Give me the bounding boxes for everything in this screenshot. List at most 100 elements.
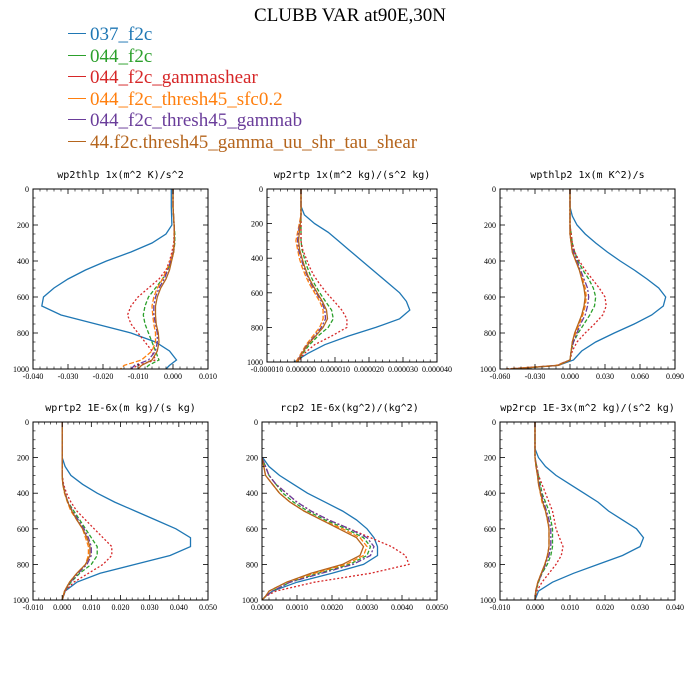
y-tick-label: 400	[251, 254, 263, 263]
chart-panel: wp2thlp 1x(m^2 K)/s^2 -0.040 -0.030 -0.020 -…	[13, 170, 217, 381]
y-tick-label: 800	[17, 560, 29, 569]
series-group	[534, 422, 645, 600]
chart-panel: rcp2 1E-6x(kg^2)/(kg^2) 0.0000 0.0010 0.002…	[242, 403, 448, 612]
x-tick-label: 0.000040	[422, 365, 452, 374]
series-line	[295, 189, 324, 362]
x-tick-label: 0.0010	[286, 603, 308, 612]
y-tick-label: 1000	[480, 596, 496, 605]
x-tick-label: -0.030	[58, 372, 79, 381]
y-tick-label: 1000	[242, 596, 258, 605]
series-line	[534, 422, 645, 600]
y-tick-label: 1000	[480, 365, 496, 374]
x-tick-label: 0.010	[561, 603, 579, 612]
y-tick-label: 800	[484, 329, 496, 338]
x-tick-label: 0.000000	[286, 365, 316, 374]
x-tick-label: -0.010	[23, 603, 44, 612]
y-tick-label: 800	[251, 323, 263, 332]
x-tick-label: 0.060	[631, 372, 649, 381]
x-tick-label: -0.000010	[251, 365, 284, 374]
y-tick-label: 400	[484, 257, 496, 266]
series-line	[262, 457, 368, 600]
chart-title: wprtp2 1E-6x(m kg)/(s kg)	[45, 403, 196, 414]
y-tick-label: 0	[25, 185, 29, 194]
series-line	[41, 189, 178, 369]
series-line	[262, 457, 379, 600]
legend-swatch	[68, 140, 86, 142]
x-tick-label: 0.0030	[356, 603, 378, 612]
y-tick-label: 600	[246, 525, 258, 534]
legend-label: 044_f2c_thresh45_gammab	[90, 110, 303, 131]
y-tick-label: 0	[259, 185, 263, 194]
chart-title: wp2rcp 1E-3x(m^2 kg)/(s^2 kg)	[500, 403, 675, 414]
legend-label: 037_f2c	[90, 24, 153, 45]
plot-frame	[261, 421, 438, 601]
y-tick-label: 200	[484, 221, 496, 230]
legend-item: 037_f2c	[68, 24, 417, 46]
y-tick-label: 0	[492, 185, 496, 194]
legend-swatch	[68, 119, 86, 121]
x-tick-label: 0.090	[666, 372, 684, 381]
x-tick-label: 0.030	[596, 372, 614, 381]
series-line	[61, 422, 192, 600]
x-tick-label: -0.010	[128, 372, 149, 381]
x-tick-label: 0.010	[199, 372, 217, 381]
series-line	[534, 422, 550, 600]
y-tick-label: 800	[17, 329, 29, 338]
chart-title: wp2rtp 1x(m^2 kg)/(s^2 kg)	[274, 170, 431, 181]
series-line	[297, 189, 329, 362]
plot-frame	[499, 188, 676, 370]
series-line	[505, 189, 607, 369]
x-tick-label: 0.000	[164, 372, 182, 381]
y-tick-label: 0	[492, 418, 496, 427]
plot-frame	[499, 421, 676, 601]
x-tick-label: -0.030	[525, 372, 546, 381]
y-tick-label: 600	[17, 525, 29, 534]
series-line	[142, 189, 176, 369]
y-tick-label: 200	[246, 454, 258, 463]
legend-label: 044_f2c_gammashear	[90, 67, 258, 88]
y-tick-label: 600	[251, 289, 263, 298]
x-tick-label: -0.040	[23, 372, 44, 381]
x-tick-label: -0.010	[490, 603, 511, 612]
x-tick-label: 0.000030	[388, 365, 418, 374]
y-tick-label: 800	[246, 560, 258, 569]
chart-panel: wp2rcp 1E-3x(m^2 kg)/(s^2 kg) -0.010 0.000…	[480, 403, 684, 612]
chart-title: wp2thlp 1x(m^2 K)/s^2	[57, 170, 183, 181]
plot-frame	[266, 188, 438, 363]
y-tick-label: 1000	[247, 358, 263, 367]
x-tick-label: 0.0040	[391, 603, 413, 612]
series-line	[293, 189, 411, 362]
legend-item: 044_f2c_thresh45_sfc0.2	[68, 89, 417, 111]
legend: 037_f2c 044_f2c 044_f2c_gammashear 044_f2c_…	[68, 24, 417, 153]
series-line	[262, 457, 365, 600]
series-line	[126, 189, 175, 369]
y-tick-label: 200	[17, 454, 29, 463]
y-tick-label: 1000	[13, 365, 29, 374]
series-line	[534, 422, 550, 600]
y-tick-label: 200	[17, 221, 29, 230]
y-tick-label: 400	[246, 489, 258, 498]
series-group	[262, 457, 410, 600]
y-tick-label: 0	[254, 418, 258, 427]
series-line	[61, 422, 90, 600]
series-group	[41, 189, 178, 369]
x-tick-label: 0.050	[199, 603, 217, 612]
x-tick-label: 0.040	[666, 603, 684, 612]
series-line	[534, 422, 554, 600]
series-line	[262, 457, 375, 600]
y-tick-label: 400	[484, 489, 496, 498]
chart-panel: wp2rtp 1x(m^2 kg)/(s^2 kg)-0.000010 0.000…	[247, 170, 452, 374]
y-tick-label: 400	[17, 489, 29, 498]
legend-swatch	[68, 54, 86, 56]
legend-swatch	[68, 97, 86, 99]
series-line	[61, 422, 113, 600]
y-tick-label: 800	[484, 560, 496, 569]
chart-title: rcp2 1E-6x(kg^2)/(kg^2)	[280, 403, 418, 414]
legend-item: 044_f2c_gammashear	[68, 67, 417, 89]
figure-title: CLUBB VAR at90E,30N	[254, 5, 446, 26]
series-line	[262, 457, 372, 600]
series-line	[61, 422, 98, 600]
legend-label: 044_f2c	[90, 45, 153, 67]
x-tick-label: -0.020	[93, 372, 114, 381]
